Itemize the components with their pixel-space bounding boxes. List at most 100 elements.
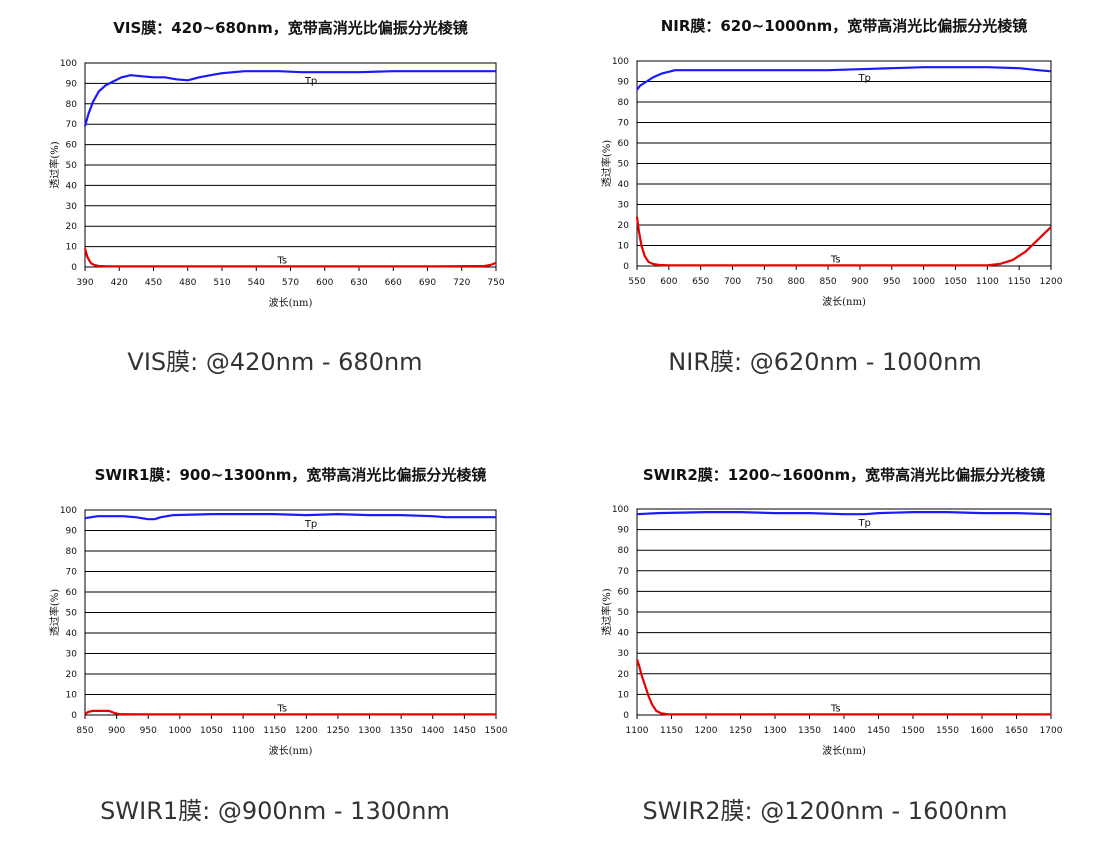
chart-title: SWIR2膜：1200~1600nm，宽带高消光比偏振分光棱镜 bbox=[643, 466, 1045, 484]
y-tick-label: 80 bbox=[66, 547, 78, 557]
y-tick-label: 20 bbox=[618, 670, 630, 680]
x-tick-label: 1000 bbox=[912, 277, 935, 287]
x-tick-label: 800 bbox=[788, 277, 805, 287]
x-axis-label: 波长(nm) bbox=[269, 296, 313, 309]
x-tick-label: 450 bbox=[145, 278, 162, 288]
x-tick-label: 1250 bbox=[729, 726, 752, 736]
x-tick-label: 950 bbox=[883, 277, 900, 287]
y-tick-label: 80 bbox=[66, 100, 78, 110]
y-tick-label: 10 bbox=[618, 242, 630, 252]
y-axis-label: 透过率(%) bbox=[48, 589, 61, 636]
x-tick-label: 1650 bbox=[1005, 726, 1028, 736]
chart-panel-vis: VIS膜：420~680nm，宽带高消光比偏振分光棱镜 0 10 20 30 40 50 60… bbox=[0, 0, 550, 427]
y-tick-label: 90 bbox=[66, 79, 78, 89]
y-axis-label: 透过率(%) bbox=[600, 588, 613, 635]
chart-caption-swir1: SWIR1膜: @900nm - 1300nm bbox=[100, 797, 450, 825]
y-tick-label: 100 bbox=[60, 59, 77, 69]
x-tick-label: 1100 bbox=[626, 726, 649, 736]
x-tick-label: 950 bbox=[140, 726, 157, 736]
x-tick-label: 1500 bbox=[902, 726, 925, 736]
y-tick-label: 30 bbox=[66, 650, 78, 660]
chart-panel-swir1: SWIR1膜：900~1300nm，宽带高消光比偏振分光棱镜 0 10 20 30 40 5… bbox=[0, 427, 550, 854]
series-label-ts: Ts bbox=[830, 703, 841, 714]
x-axis-label: 波长(nm) bbox=[269, 744, 313, 757]
y-tick-label: 50 bbox=[66, 609, 78, 619]
series-line-ts bbox=[635, 659, 1051, 716]
x-tick-label: 570 bbox=[282, 278, 299, 288]
series-line-tp bbox=[636, 510, 1052, 516]
x-tick-label: 630 bbox=[350, 278, 367, 288]
y-tick-label: 30 bbox=[618, 201, 630, 211]
x-tick-label: 1500 bbox=[485, 726, 508, 736]
series-line-tp bbox=[636, 66, 1052, 91]
y-tick-label: 20 bbox=[618, 221, 630, 231]
y-axis-label: 透过率(%) bbox=[600, 140, 613, 187]
y-tick-label: 30 bbox=[618, 649, 630, 659]
chart-svg-swir2: SWIR2膜：1200~1600nm，宽带高消光比偏振分光棱镜 0 10 20 30 40… bbox=[600, 466, 1063, 757]
series-label-tp: Tp bbox=[304, 519, 317, 530]
y-tick-label: 80 bbox=[618, 98, 630, 108]
x-tick-label: 1550 bbox=[936, 726, 959, 736]
x-tick-label: 900 bbox=[108, 726, 125, 736]
series-line-tp bbox=[83, 70, 496, 127]
series-label-tp: Tp bbox=[857, 518, 870, 529]
chart-caption-nir: NIR膜: @620nm - 1000nm bbox=[668, 348, 982, 376]
x-tick-label: 390 bbox=[76, 278, 93, 288]
x-tick-label: 1450 bbox=[867, 726, 890, 736]
x-tick-label: 690 bbox=[419, 278, 436, 288]
y-tick-label: 90 bbox=[66, 527, 78, 537]
x-axis-label: 波长(nm) bbox=[822, 295, 866, 308]
y-tick-label: 70 bbox=[66, 120, 78, 130]
y-tick-label: 80 bbox=[618, 546, 630, 556]
x-tick-label: 900 bbox=[851, 277, 868, 287]
x-tick-label: 850 bbox=[76, 726, 93, 736]
x-tick-label: 1150 bbox=[660, 726, 683, 736]
y-tick-label: 60 bbox=[66, 141, 78, 151]
x-tick-label: 1400 bbox=[421, 726, 444, 736]
x-tick-label: 850 bbox=[819, 277, 836, 287]
chart-panel-nir: NIR膜：620~1000nm，宽带高消光比偏振分光棱镜 0 10 20 30 40 50 6… bbox=[550, 0, 1100, 427]
y-tick-label: 100 bbox=[612, 57, 629, 67]
y-tick-label: 100 bbox=[612, 505, 629, 515]
x-tick-label: 420 bbox=[111, 278, 128, 288]
x-tick-label: 1050 bbox=[200, 726, 223, 736]
y-tick-label: 40 bbox=[66, 629, 78, 639]
y-tick-label: 100 bbox=[60, 506, 77, 516]
x-tick-label: 1350 bbox=[390, 726, 413, 736]
x-tick-label: 1150 bbox=[1008, 277, 1031, 287]
x-tick-label: 1100 bbox=[232, 726, 255, 736]
x-tick-label: 1450 bbox=[453, 726, 476, 736]
x-tick-label: 600 bbox=[660, 277, 677, 287]
y-tick-label: 40 bbox=[618, 180, 630, 190]
chart-caption-vis: VIS膜: @420nm - 680nm bbox=[127, 348, 423, 376]
y-tick-label: 60 bbox=[618, 587, 630, 597]
y-tick-label: 60 bbox=[66, 588, 78, 598]
series-line-ts bbox=[84, 709, 496, 716]
series-line-tp bbox=[84, 512, 496, 521]
x-tick-label: 1200 bbox=[1040, 277, 1063, 287]
x-tick-label: 1200 bbox=[695, 726, 718, 736]
x-tick-label: 1700 bbox=[1040, 726, 1063, 736]
x-tick-label: 540 bbox=[248, 278, 265, 288]
series-label-ts: Ts bbox=[830, 254, 841, 265]
series-label-tp: Tp bbox=[304, 76, 317, 87]
x-tick-label: 660 bbox=[385, 278, 402, 288]
y-tick-label: 40 bbox=[618, 629, 630, 639]
y-tick-label: 20 bbox=[66, 222, 78, 232]
y-tick-label: 50 bbox=[618, 608, 630, 618]
chart-title: SWIR1膜：900~1300nm，宽带高消光比偏振分光棱镜 bbox=[95, 466, 487, 484]
x-tick-label: 1350 bbox=[798, 726, 821, 736]
y-tick-label: 0 bbox=[71, 711, 77, 721]
x-tick-label: 480 bbox=[179, 278, 196, 288]
x-tick-label: 700 bbox=[724, 277, 741, 287]
y-tick-label: 70 bbox=[66, 568, 78, 578]
y-tick-label: 60 bbox=[618, 139, 630, 149]
chart-title: NIR膜：620~1000nm，宽带高消光比偏振分光棱镜 bbox=[661, 17, 1028, 35]
x-tick-label: 1400 bbox=[833, 726, 856, 736]
y-tick-label: 50 bbox=[66, 161, 78, 171]
y-tick-label: 90 bbox=[618, 526, 630, 536]
chart-svg-vis: VIS膜：420~680nm，宽带高消光比偏振分光棱镜 0 10 20 30 40 50 60… bbox=[48, 19, 505, 309]
series-line-ts bbox=[635, 216, 1052, 267]
x-tick-label: 1250 bbox=[326, 726, 349, 736]
y-tick-label: 10 bbox=[66, 243, 78, 253]
